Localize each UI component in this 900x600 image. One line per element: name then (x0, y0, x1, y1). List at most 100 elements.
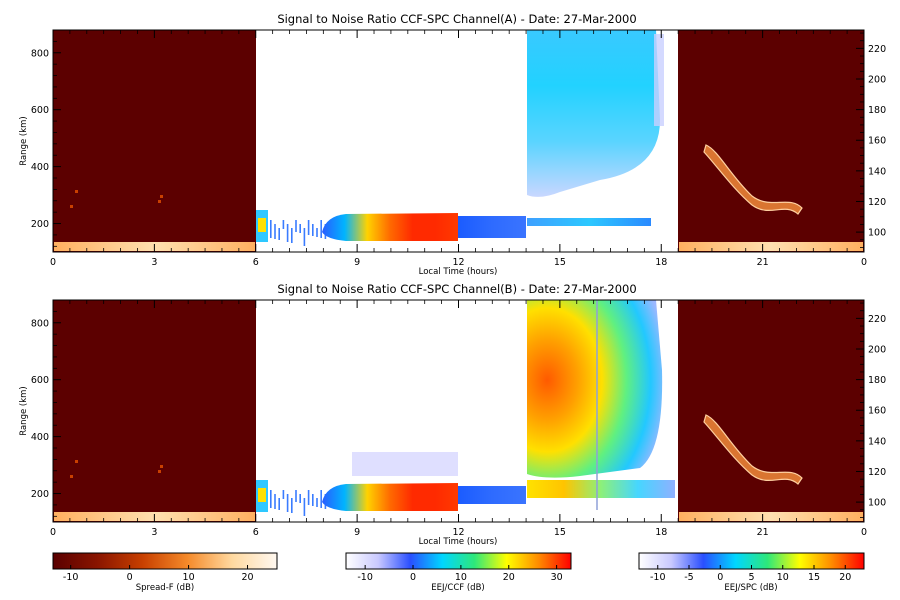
colorbar-spreadf-label: Spread-F (dB) (136, 583, 194, 593)
panel-a-evening-bottom-echo (679, 242, 863, 251)
colorbar-0-tick-label: 10 (183, 572, 195, 583)
panel-b-eej-spc-cloud (527, 300, 663, 478)
panel-b-x-tick-label: 9 (354, 527, 360, 538)
panel-b-scatter-echo (282, 490, 285, 499)
panel-b-y2-tick-label: 100 (868, 498, 886, 509)
panel-b-y-tick-label: 600 (31, 375, 49, 386)
panel-a-spreadf-speck (75, 190, 78, 193)
panel-b-spreadf-speck (75, 460, 78, 463)
panel-b: Signal to Noise Ratio CCF-SPC Channel(B)… (19, 282, 886, 547)
panel-a-spreadf-morning (53, 30, 256, 252)
panel-b-scatter-echo (312, 494, 314, 506)
panel-a-scatter-echo (295, 220, 297, 232)
panel-a-x-tick-label: 12 (452, 257, 464, 268)
panel-a-spreadf-speck (158, 200, 161, 203)
colorbar-spreadf: -10 0 10 20 Spread-F (dB) (52, 552, 278, 593)
colorbar-0-tick-label: 0 (127, 572, 133, 583)
panel-b-scatter-echo (270, 490, 272, 508)
colorbar-eej-ccf-label: EEJ/CCF (dB) (431, 583, 484, 593)
panel-a-scatter-echo (299, 224, 301, 233)
panel-b-scatter-echo (286, 494, 289, 512)
panel-a-y2-tick-label: 220 (868, 44, 886, 55)
panel-b-x-tick-label: 3 (151, 527, 157, 538)
colorbar-2-tick-label: 20 (839, 572, 851, 583)
colorbar-1-tick-label: 30 (551, 572, 563, 583)
panel-a-y2-tick-label: 180 (868, 105, 886, 116)
panel-b-x-tick-label: 21 (757, 527, 769, 538)
panel-b-y-tick-label: 200 (31, 489, 49, 500)
panel-b-y2-tick-label: 200 (868, 344, 886, 355)
panel-b-y2-tick-label: 160 (868, 406, 886, 417)
panel-b-x-tick-label: 6 (253, 527, 259, 538)
panel-b-y2-tick-label: 140 (868, 436, 886, 447)
panel-a-title: Signal to Noise Ratio CCF-SPC Channel(A)… (277, 12, 636, 26)
panel-a-scatter-echo (282, 220, 285, 229)
panel-a-scatter-echo (320, 220, 322, 238)
panel-a-y2-tick-label: 160 (868, 136, 886, 147)
panel-a-scatter-echo (274, 224, 276, 239)
panel-a-scatter-echo (312, 224, 314, 236)
panel-b-y-tick-label: 800 (31, 318, 49, 329)
panel-a-scatter-echo (270, 220, 272, 238)
panel-a-x-tick-label: 0 (50, 257, 56, 268)
colorbar-eej-ccf: -10 0 10 20 30 EEJ/CCF (dB) (345, 552, 572, 593)
colorbar-2-tick-label: 0 (717, 572, 723, 583)
panel-b-eej-ccf-band-afternoon (458, 486, 526, 504)
panel-b-evening-spreadf-plume-edge (703, 414, 803, 485)
panel-a-transition-echo-core (258, 218, 266, 232)
panel-a-x-axis-label: Local Time (hours) (419, 267, 498, 277)
panel-b-transition-echo-core (258, 488, 266, 502)
panel-a-eej-ccf-band (322, 213, 458, 241)
panel-b-spreadf-speck (158, 470, 161, 473)
panel-b-y2-tick-label: 220 (868, 314, 886, 325)
colorbar-spreadf-gradient (52, 552, 278, 570)
panel-b-scatter-echo (316, 498, 318, 507)
panel-a-scatter-echo (316, 228, 318, 237)
panel-a-x-tick-label: 21 (757, 257, 769, 268)
panel-a-eej-spc-band (527, 218, 651, 226)
panel-a-y-axis-label: Range (km) (19, 116, 29, 165)
panel-a-scatter-echo (278, 228, 280, 240)
colorbar-2-tick-label: 5 (748, 572, 754, 583)
panel-b-evening-bottom-echo (679, 512, 863, 521)
panel-b-x-tick-label: 0 (50, 527, 56, 538)
panel-a: Signal to Noise Ratio CCF-SPC Channel(A)… (19, 12, 886, 277)
panel-a-evening-spreadf-plume (704, 145, 802, 214)
panel-a-eej-spc-cloud (527, 30, 660, 197)
colorbar-2-tick-label: -5 (684, 572, 693, 583)
panel-b-scatter-echo (291, 498, 293, 513)
panel-a-spreadf-speck (70, 205, 73, 208)
panel-a-x-tick-label: 3 (151, 257, 157, 268)
colorbar-eej-spc-label: EEJ/SPC (dB) (724, 583, 777, 593)
colorbar-2-tick-label: -10 (650, 572, 666, 583)
colorbar-1-tick-label: -10 (357, 572, 373, 583)
panel-a-scatter-echo (291, 228, 293, 243)
panel-b-y-axis-label: Range (km) (19, 386, 29, 435)
panel-a-scatter-echo (286, 224, 289, 242)
colorbar-eej-ccf-gradient (345, 552, 572, 570)
panel-a-spreadf-speck (160, 195, 163, 198)
panel-a-eej-ccf-band-afternoon (458, 216, 526, 238)
panel-b-scatter-echo (307, 490, 310, 505)
panel-a-scatter-echo (303, 228, 306, 246)
panel-b-evening-spreadf-plume (704, 415, 802, 484)
panel-a-eej-spc-edge (654, 34, 664, 126)
colorbar-2-tick-label: 15 (808, 572, 820, 583)
panel-b-y-tick-label: 400 (31, 432, 49, 443)
panel-a-y2-tick-label: 200 (868, 74, 886, 85)
panel-b-scatter-echo (303, 498, 306, 516)
panel-b-eej-spc-band (527, 480, 675, 498)
colorbar-1-tick-label: 0 (410, 572, 416, 583)
panel-a-x-tick-label: 0 (861, 257, 867, 268)
panel-b-spreadf-evening (678, 300, 864, 522)
panel-b-spreadf-speck (160, 465, 163, 468)
panel-a-x-tick-label: 9 (354, 257, 360, 268)
panel-a-x-tick-label: 15 (554, 257, 566, 268)
panel-a-y-tick-label: 200 (31, 219, 49, 230)
panel-a-spreadf-evening (678, 30, 864, 252)
colorbar-0-tick-label: 20 (241, 572, 253, 583)
panel-b-scatter-echo (320, 490, 322, 508)
panel-a-y2-tick-label: 100 (868, 228, 886, 239)
panel-a-y-tick-label: 400 (31, 162, 49, 173)
